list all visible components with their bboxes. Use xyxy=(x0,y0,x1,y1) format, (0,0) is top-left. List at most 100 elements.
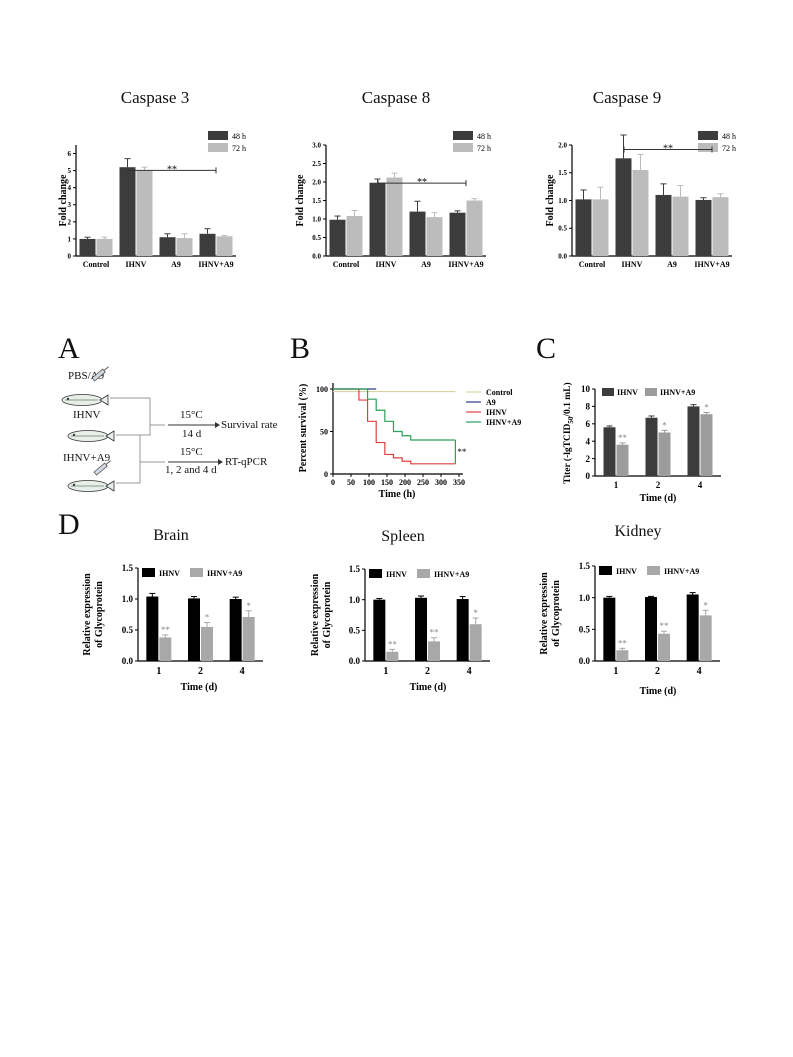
y-tick-label: 1.0 xyxy=(558,197,567,205)
legend-swatch xyxy=(453,143,473,152)
y-tick-label: 1.0 xyxy=(122,594,134,604)
bar xyxy=(386,177,403,256)
y-tick-label: 6 xyxy=(68,150,72,158)
bar xyxy=(176,238,193,256)
legend-label: IHNV xyxy=(386,570,407,579)
y-axis-label: of Glycoprotein xyxy=(551,580,562,647)
bar xyxy=(632,169,649,256)
legend-label: 72 h xyxy=(477,144,491,153)
significance-mark: ** xyxy=(417,177,427,188)
legend-swatch xyxy=(602,388,614,396)
x-tick-label: 2 xyxy=(656,480,661,490)
arrow2-duration: 1, 2 and 4 d xyxy=(165,464,217,476)
arrow2-result: RT-qPCR xyxy=(225,456,268,468)
legend-swatch xyxy=(647,566,660,575)
y-tick-label: 1.5 xyxy=(122,563,134,573)
y-tick-label: 3.0 xyxy=(312,141,321,149)
legend-swatch xyxy=(208,131,228,140)
y-tick-label: 100 xyxy=(316,385,328,394)
survival-line-ihnv-a9 xyxy=(333,388,456,441)
significance-mark: ** xyxy=(430,628,440,638)
significance-mark: * xyxy=(704,402,709,412)
significance-mark: * xyxy=(205,613,210,623)
arrow-head-icon xyxy=(218,459,223,465)
syringe-icon xyxy=(93,460,111,476)
group-label-ihnv: IHNV xyxy=(73,409,101,421)
bar xyxy=(616,650,629,661)
legend-label: IHNV xyxy=(159,569,180,578)
bar xyxy=(386,651,399,661)
y-axis-label: Percent survival (%) xyxy=(298,384,309,473)
titer-chart: 0 2 4 6 8 10 ** 1 * 2 * 4 Titer (-lgTCID50/0.1 mL) Ti… xyxy=(562,382,721,504)
x-tick-label: 4 xyxy=(467,666,472,677)
legend-swatch xyxy=(142,568,155,577)
bar xyxy=(466,200,483,256)
brain-chart: 0.0 0.5 1.0 1.5 ** 1 * 2 * 4 Relative expression of… xyxy=(82,563,263,693)
significance-mark: * xyxy=(246,601,251,611)
legend-swatch xyxy=(208,143,228,152)
legend-swatch xyxy=(190,568,203,577)
bar xyxy=(242,616,255,661)
x-tick-label: IHNV+A9 xyxy=(694,260,729,269)
bar xyxy=(603,597,616,661)
panel-a-letter: A xyxy=(58,332,80,365)
brain-title: Brain xyxy=(153,527,189,544)
x-tick-label: 2 xyxy=(655,666,660,677)
panel-a-schematic: PBS/A9 IHNV IHNV+A9 xyxy=(61,366,278,492)
y-tick-label: 2 xyxy=(68,218,72,226)
x-tick-label: A9 xyxy=(171,260,181,269)
x-axis-label: Time (d) xyxy=(640,493,677,504)
x-axis-label: Time (d) xyxy=(410,682,447,693)
legend-label: IHNV xyxy=(617,388,638,397)
x-tick-label: 50 xyxy=(347,478,355,487)
y-tick-label: 0 xyxy=(324,470,328,479)
x-tick-label: 2 xyxy=(198,666,203,677)
y-tick-label: 0.0 xyxy=(312,252,321,260)
caspase8-chart: 0.0 0.5 1.0 1.5 2.0 2.5 3.0 Control IHNV A9 IHNV+A… xyxy=(295,131,491,269)
y-tick-label: 0 xyxy=(586,471,591,481)
x-tick-label: 0 xyxy=(331,478,335,487)
y-tick-label: 2.0 xyxy=(312,178,321,186)
legend-swatch xyxy=(698,131,718,140)
legend-label: 48 h xyxy=(232,132,246,141)
bar xyxy=(426,217,443,256)
bar xyxy=(373,599,386,661)
x-tick-label: 300 xyxy=(435,478,447,487)
x-tick-label: Control xyxy=(333,260,360,269)
spleen-chart: 0.0 0.5 1.0 1.5 ** 1 ** 2 * 4 Relative expression o… xyxy=(310,564,490,693)
x-tick-label: 1 xyxy=(156,666,161,677)
x-tick-label: A9 xyxy=(667,260,677,269)
significance-mark: ** xyxy=(388,639,398,649)
legend-label: Control xyxy=(486,388,513,397)
bar xyxy=(645,597,657,661)
arrow1-temp: 15°C xyxy=(180,409,203,421)
fish-icon xyxy=(67,480,115,492)
y-tick-label: 50 xyxy=(320,428,328,437)
x-tick-label: 200 xyxy=(399,478,411,487)
significance-mark: * xyxy=(703,600,708,610)
y-tick-label: 2.0 xyxy=(558,141,567,149)
y-axis-label: Fold change xyxy=(295,174,306,227)
bar xyxy=(456,599,469,661)
y-tick-label: 2 xyxy=(586,454,591,464)
arrow1-result: Survival rate xyxy=(221,419,278,431)
y-tick-label: 0.0 xyxy=(122,656,134,666)
x-tick-label: 100 xyxy=(363,478,375,487)
legend-label: 48 h xyxy=(477,132,491,141)
bar xyxy=(216,236,233,256)
bar xyxy=(159,237,176,256)
y-tick-label: 3 xyxy=(68,201,72,209)
y-tick-label: 0 xyxy=(68,252,72,260)
y-tick-label: 2.5 xyxy=(312,160,321,168)
y-tick-label: 4 xyxy=(68,184,72,192)
x-axis-label: Time (d) xyxy=(181,682,218,693)
significance-mark: ** xyxy=(618,433,628,443)
bar xyxy=(655,194,672,256)
y-tick-label: 0.0 xyxy=(558,252,567,260)
bar xyxy=(645,417,658,476)
y-axis-label: Relative expression xyxy=(82,573,93,656)
bar xyxy=(575,199,592,256)
x-tick-label: IHNV+A9 xyxy=(448,260,483,269)
caspase9-title: Caspase 9 xyxy=(593,88,661,107)
bar xyxy=(136,170,153,256)
